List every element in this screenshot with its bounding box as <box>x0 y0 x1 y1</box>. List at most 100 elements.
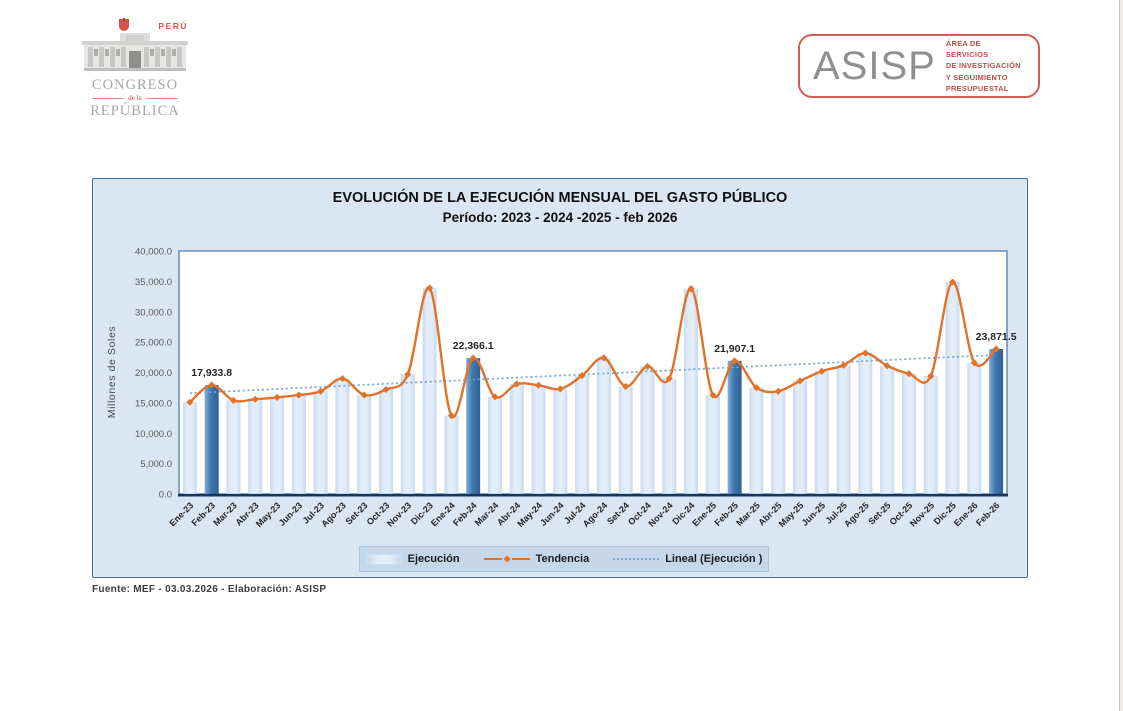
marker-Ene-24 <box>447 412 455 420</box>
x-tick-label: Ene-24 <box>429 500 457 528</box>
bar-Jun-23 <box>291 394 306 494</box>
marker-May-23 <box>273 393 281 401</box>
annotation-Feb-24: 22,366.1 <box>453 340 494 352</box>
marker-Jun-25 <box>818 367 826 375</box>
peru-crest-icon <box>119 18 129 31</box>
y-tick-label: 20,000.0 <box>135 368 172 379</box>
bar-Oct-25 <box>901 373 916 494</box>
chart-plot: 0.0 5,000.0 10,000.0 15,000.0 20,000.0 25,000… <box>135 247 1017 529</box>
bar-May-23 <box>270 397 285 494</box>
bar-Abr-25 <box>771 391 786 494</box>
y-tick-label: 5,000.0 <box>140 459 172 470</box>
marker-Nov-23 <box>404 370 412 378</box>
marker-Oct-24 <box>643 362 652 370</box>
bar-Dic-23 <box>422 288 437 494</box>
bar-Nov-23 <box>400 374 415 494</box>
marker-Ene-26 <box>970 359 978 367</box>
annotation-Feb-26: 23,871.5 <box>976 331 1017 343</box>
bar-Abr-24 <box>509 384 524 494</box>
bar-Ago-25 <box>858 353 873 494</box>
x-tick-label: Nov-25 <box>908 500 936 528</box>
y-tick-label: 35,000.0 <box>135 277 172 288</box>
x-tick-label: Ago-23 <box>319 500 348 529</box>
chart-title: EVOLUCIÓN DE LA EJECUCIÓN MENSUAL DEL GA… <box>332 190 788 206</box>
asisp-tagline-line: ÁREA DE SERVICIOS <box>945 38 989 60</box>
bar-Jul-25 <box>836 365 851 494</box>
x-tick-label: Mar-25 <box>734 500 762 528</box>
bar-Ago-23 <box>335 378 350 494</box>
page-right-edge <box>1119 0 1123 711</box>
x-tick-label: Jun-25 <box>800 500 828 528</box>
marker-Jul-25 <box>840 361 848 369</box>
marker-Jun-23 <box>295 391 303 399</box>
legend-item-ejecucion: Ejecución <box>365 553 460 565</box>
legend-label: Tendencia <box>535 553 590 565</box>
asisp-tagline-line: Y SEGUIMIENTO <box>945 72 1008 82</box>
bar-Set-25 <box>880 365 895 494</box>
marker-Feb-24 <box>469 354 477 362</box>
bar-Oct-23 <box>379 389 393 494</box>
marker-Set-25 <box>883 362 891 370</box>
marker-Dic-24 <box>687 285 695 293</box>
legend-item-lineal: Lineal (Ejecución ) <box>613 553 762 565</box>
x-tick-label: Ene-26 <box>952 500 980 528</box>
y-tick-label: 15,000.0 <box>135 398 172 409</box>
chart-container: EVOLUCIÓN DE LA EJECUCIÓN MENSUAL DEL GA… <box>92 178 1028 578</box>
peru-label: PERÚ <box>158 21 188 31</box>
marker-Mar-24 <box>491 393 499 401</box>
marker-Oct-23 <box>382 385 390 394</box>
congreso-logo: PERÚ CONGRESO de la REPÚBLICA <box>82 18 188 120</box>
marker-Abr-25 <box>774 387 782 395</box>
marker-Ago-25 <box>861 349 869 357</box>
trendline <box>189 354 997 395</box>
y-tick-label: 10,000.0 <box>135 429 172 440</box>
bar-Ene-25 <box>705 394 720 494</box>
x-tick-label: Jun-24 <box>538 500 566 528</box>
bar-Set-24 <box>618 386 633 494</box>
marker-Ago-23 <box>338 375 346 383</box>
bar-Set-23 <box>357 394 372 494</box>
bar-Nov-25 <box>923 376 938 494</box>
bar-May-25 <box>793 381 807 494</box>
bar-Jun-25 <box>814 371 829 494</box>
asisp-logo: ASISP ÁREA DE SERVICIOS DE INVESTIGACIÓN… <box>798 34 1040 98</box>
x-tick-label: May-25 <box>777 500 806 529</box>
bar-Ago-24 <box>596 357 611 494</box>
x-tick-label: May-24 <box>515 500 544 529</box>
line-marker-icon <box>483 555 530 563</box>
marker-Feb-26 <box>992 345 1000 353</box>
asisp-tagline-line: PRESUPUESTAL <box>945 83 1009 93</box>
marker-Mar-23 <box>229 396 238 404</box>
marker-Set-24 <box>622 382 630 391</box>
bar-Mar-24 <box>487 396 502 494</box>
x-tick-label: Jun-23 <box>277 500 305 528</box>
bar-Abr-23 <box>248 399 263 494</box>
bar-Dic-25 <box>945 281 960 494</box>
bar-Ene-26 <box>967 362 982 494</box>
asisp-tagline-line: DE INVESTIGACIÓN <box>945 61 1021 71</box>
marker-Dic-23 <box>426 284 434 292</box>
chart-subtitle: Período: 2023 - 2024 -2025 - feb 2026 <box>442 210 678 225</box>
marker-Feb-25 <box>731 357 739 365</box>
marker-Dic-25 <box>948 278 957 286</box>
bar-swatch-icon <box>365 553 402 565</box>
annotation-Feb-23: 17,933.8 <box>191 367 232 379</box>
asisp-tagline: ÁREA DE SERVICIOS DE INVESTIGACIÓN Y SEG… <box>946 38 1025 94</box>
bar-Ene-23 <box>182 402 197 494</box>
congress-building-icon <box>82 33 188 71</box>
marker-Set-23 <box>360 391 368 399</box>
marker-Nov-25 <box>927 372 935 380</box>
x-tick-label: Feb-26 <box>974 500 1002 528</box>
marker-May-24 <box>534 381 543 389</box>
marker-Oct-25 <box>905 370 913 378</box>
dotted-line-icon <box>613 558 660 560</box>
bar-Jul-24 <box>575 375 590 494</box>
y-tick-label: 40,000.0 <box>135 247 172 258</box>
marker-Ene-25 <box>709 391 717 399</box>
bar-May-24 <box>531 385 546 494</box>
bar-highlight-Feb-24 <box>466 358 481 494</box>
bar-Dic-24 <box>684 288 699 494</box>
congreso-dela-label: de la <box>92 94 178 102</box>
x-tick-label: Mar-24 <box>473 500 501 528</box>
